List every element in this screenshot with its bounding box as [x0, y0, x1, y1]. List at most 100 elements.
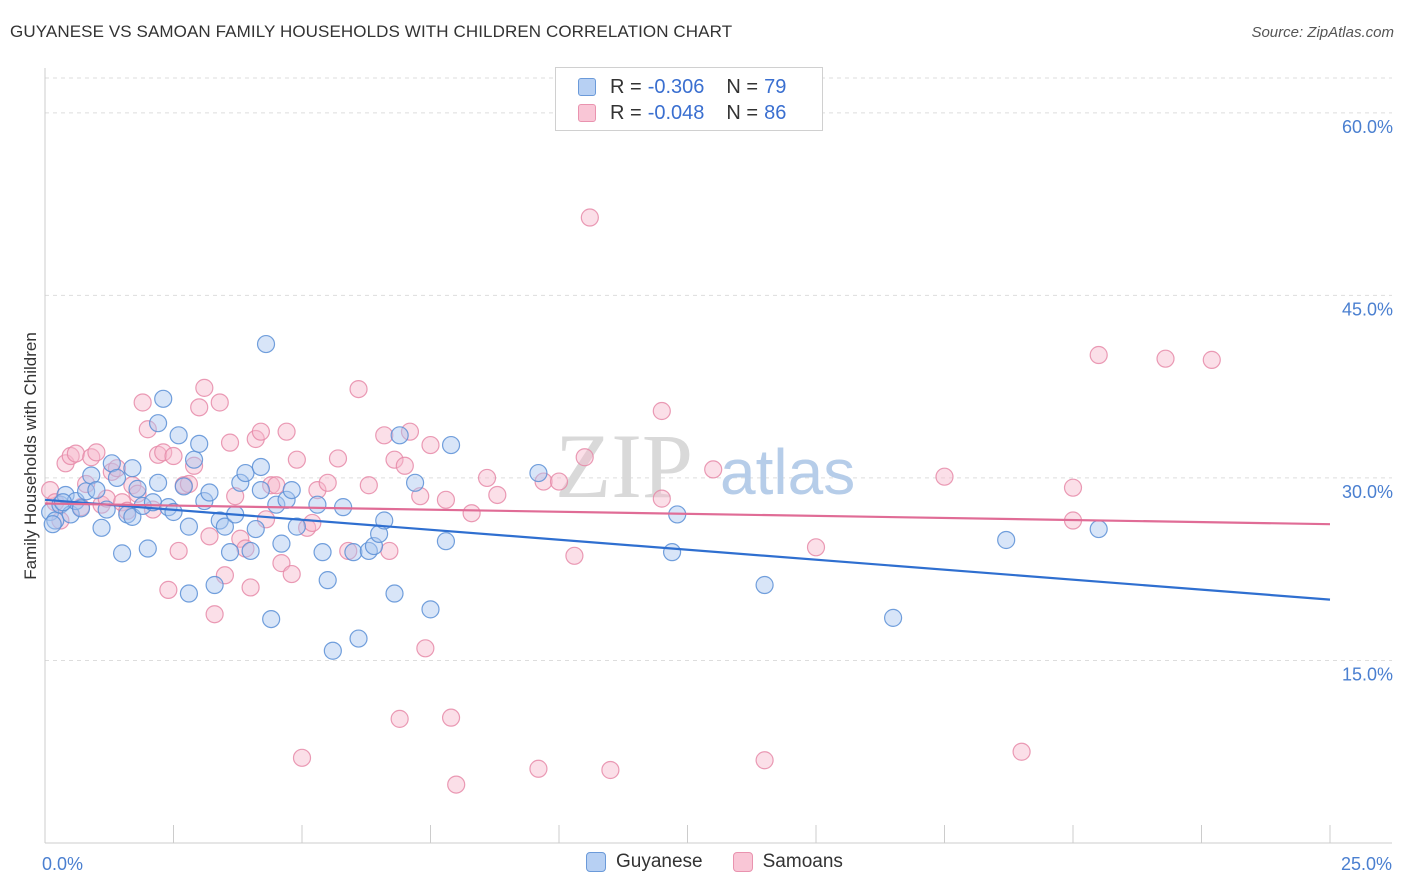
legend-r-label: R = — [610, 101, 642, 124]
legend-r-value: -0.306 — [647, 75, 705, 98]
guyanese-point — [385, 584, 404, 603]
guyanese-point — [318, 571, 337, 590]
samoans-point — [375, 426, 394, 445]
samoans-point — [652, 401, 671, 421]
samoans-point — [1156, 349, 1175, 368]
samoans-point — [652, 489, 671, 508]
samoans-trend-line — [44, 502, 1331, 526]
guyanese-point — [179, 517, 199, 536]
guyanese-point — [251, 480, 270, 500]
guyanese-point — [215, 517, 234, 536]
guyanese-point — [112, 544, 132, 563]
points-layer — [41, 208, 1221, 794]
samoans-point — [226, 487, 245, 506]
guyanese-point — [256, 334, 276, 354]
samoans-point — [704, 460, 723, 479]
samoans-point — [1202, 350, 1221, 369]
guyanese-point — [1089, 519, 1108, 539]
samoans-point — [66, 444, 85, 463]
samoans-point — [580, 208, 599, 227]
grid-layer — [45, 77, 1392, 661]
samoans-point — [87, 443, 106, 462]
guyanese-point — [308, 495, 327, 514]
guyanese-point — [190, 434, 209, 453]
samoans-point — [755, 751, 774, 770]
watermark-atlas: atlas — [720, 436, 855, 508]
samoans-point — [477, 468, 497, 488]
samoans-point — [303, 513, 322, 533]
bottom-legend-samoans[interactable]: Samoans — [732, 851, 843, 873]
samoans-point — [385, 450, 404, 469]
samoans-point — [287, 450, 306, 469]
guyanese-point — [405, 473, 425, 492]
samoans-point — [359, 476, 378, 495]
guyanese-point — [123, 459, 142, 478]
guyanese-point — [220, 543, 240, 562]
samoans-point — [534, 472, 553, 491]
guyanese-point — [344, 543, 363, 562]
samoans-point — [231, 529, 250, 548]
chart-title: GUYANESE VS SAMOAN FAMILY HOUSEHOLDS WIT… — [10, 22, 733, 41]
samoans-point — [441, 708, 461, 727]
y-tick-label: 30.0% — [1342, 482, 1393, 502]
samoans-point — [395, 456, 414, 475]
guyanese-point — [441, 435, 461, 455]
guyanese-point — [200, 483, 219, 502]
legend-r-label: R = — [610, 75, 642, 98]
legend-n-value: 86 — [764, 101, 787, 124]
y-tick-label: 45.0% — [1342, 299, 1393, 319]
guyanese-point — [662, 543, 682, 562]
samoans-point — [462, 504, 481, 523]
samoans-point — [447, 775, 466, 794]
samoans-point — [241, 578, 260, 597]
samoans-point — [436, 490, 456, 509]
samoans-point — [935, 467, 954, 486]
legend-box: R = -0.306 N = 79 R = -0.048 N = 86 — [555, 67, 823, 131]
guyanese-point — [267, 495, 286, 514]
samoans-point — [210, 393, 229, 412]
samoans-point — [107, 459, 127, 478]
guyanese-point — [251, 457, 270, 477]
legend-row-guyanese: R = -0.306 N = 79 — [578, 74, 786, 100]
guyanese-point — [421, 600, 440, 619]
samoans-point — [82, 448, 101, 467]
legend-n-value: 79 — [764, 75, 787, 98]
watermark-zip: ZIP — [555, 415, 693, 517]
samoans-point — [277, 422, 296, 441]
legend-n-label: N = — [726, 75, 759, 98]
samoans-point — [1012, 742, 1031, 761]
samoans-point — [292, 748, 312, 767]
x-tick-label: 25.0% — [1341, 854, 1392, 874]
samoans-point — [133, 393, 152, 412]
guyanese-point — [262, 609, 281, 629]
guyanese-point — [205, 575, 224, 595]
samoans-point — [282, 564, 301, 584]
bottom-legend-guyanese[interactable]: Guyanese — [586, 851, 703, 873]
guyanese-point — [349, 629, 368, 648]
samoans-point — [390, 709, 409, 728]
samoans-point — [267, 476, 286, 495]
guyanese-point — [313, 543, 332, 562]
legend-row-samoans: R = -0.048 N = 86 — [578, 100, 786, 126]
guyanese-point — [169, 426, 188, 445]
samoans-point — [328, 449, 348, 468]
guyanese-point — [359, 541, 378, 561]
samoans-point — [154, 443, 173, 462]
samoans-point — [575, 448, 594, 467]
samoans-point — [601, 760, 620, 780]
guyanese-point — [323, 641, 342, 660]
bottom-swatch-samoans — [732, 852, 753, 872]
samoans-point — [416, 639, 435, 658]
guyanese-point — [179, 584, 199, 603]
guyanese-trend-line — [44, 498, 1331, 601]
legend-r-value: -0.048 — [647, 101, 705, 124]
x-tick-label: 0.0% — [42, 854, 83, 874]
guyanese-point — [246, 519, 265, 539]
legend-n-label: N = — [726, 101, 759, 124]
samoans-point — [251, 422, 270, 441]
samoans-point — [77, 474, 96, 494]
guyanese-point — [138, 539, 157, 558]
samoans-point — [806, 538, 826, 557]
guyanese-point — [159, 498, 178, 517]
